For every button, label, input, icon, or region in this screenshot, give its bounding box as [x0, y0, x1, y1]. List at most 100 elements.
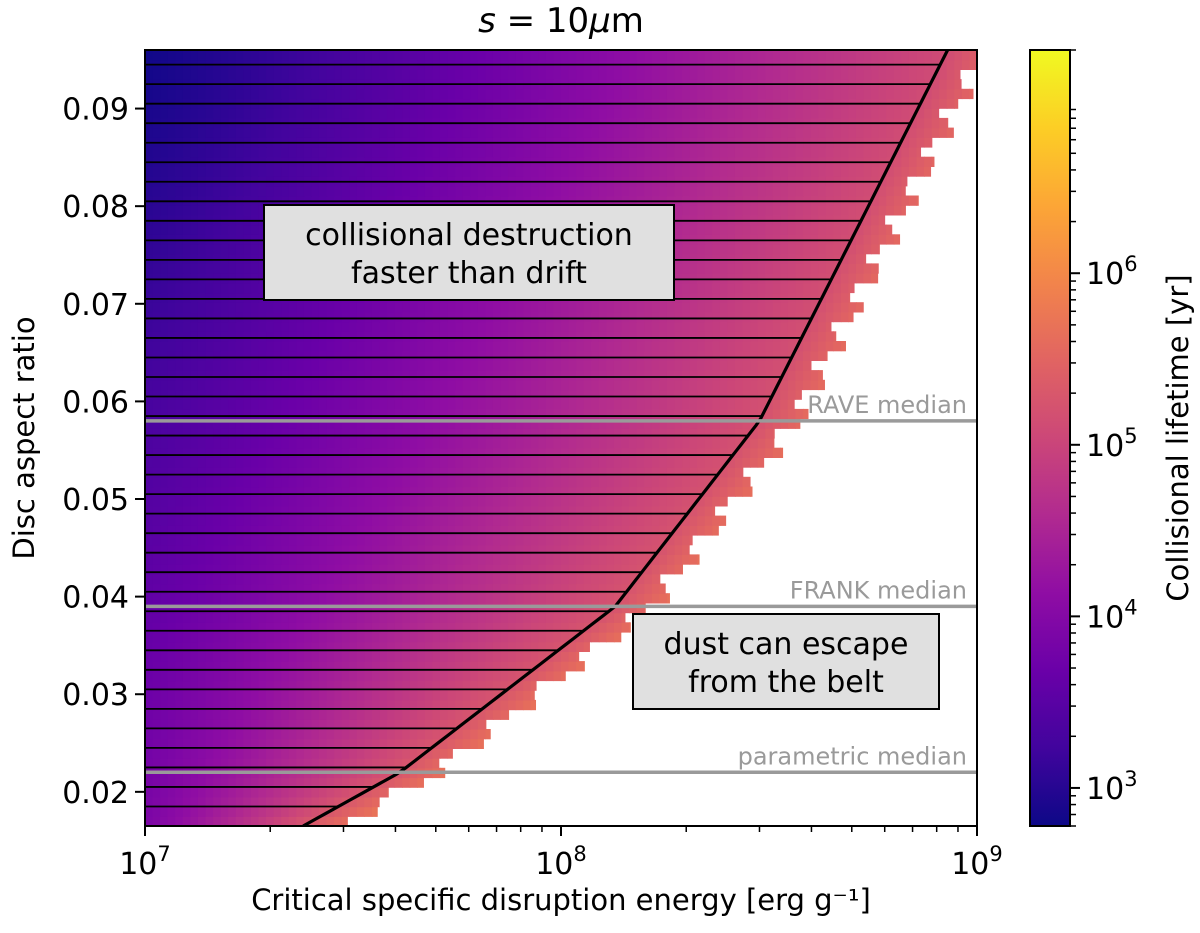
heatmap-cell — [402, 370, 411, 381]
heatmap-cell — [515, 573, 524, 585]
heatmap-cell — [682, 476, 691, 488]
heatmap-cell — [175, 525, 184, 536]
heatmap-cell — [379, 341, 388, 352]
heatmap-cell — [462, 321, 471, 332]
heatmap-cell — [160, 341, 169, 352]
heatmap-cell — [772, 341, 781, 352]
heatmap-cell — [311, 486, 320, 497]
heatmap-cell — [409, 661, 418, 672]
heatmap-cell — [152, 583, 161, 594]
heatmap-cell — [409, 467, 418, 478]
heatmap-cell — [243, 282, 252, 294]
heatmap-cell — [213, 428, 222, 439]
heatmap-cell — [182, 651, 191, 662]
heatmap-cell — [500, 583, 509, 594]
heatmap-cell — [893, 205, 902, 216]
heatmap-cell — [235, 699, 244, 711]
heatmap-cell — [266, 583, 275, 594]
heatmap-cell — [606, 467, 615, 478]
heatmap-cell — [371, 496, 381, 507]
heatmap-cell — [757, 331, 766, 342]
heatmap-cell — [197, 758, 207, 769]
heatmap-cell — [462, 166, 471, 177]
heatmap-cell — [545, 447, 555, 458]
heatmap-cell — [356, 573, 365, 585]
heatmap-cell — [235, 806, 244, 817]
heatmap-cell — [674, 535, 683, 546]
heatmap-cell — [508, 311, 517, 323]
heatmap-cell — [341, 457, 350, 468]
heatmap-cell — [863, 234, 872, 245]
heatmap-cell — [613, 408, 623, 420]
heatmap-cell — [258, 224, 267, 235]
heatmap-cell — [273, 535, 282, 546]
heatmap-cell — [288, 166, 297, 177]
heatmap-cell — [296, 370, 305, 381]
heatmap-cell — [273, 418, 282, 429]
heatmap-cell — [712, 321, 721, 332]
heatmap-cell — [175, 350, 184, 361]
heatmap-cell — [318, 787, 328, 798]
heatmap-cell — [439, 447, 449, 458]
heatmap-cell — [220, 729, 229, 740]
heatmap-cell — [591, 612, 600, 623]
heatmap-cell — [455, 166, 464, 177]
heatmap-cell — [326, 816, 335, 826]
heatmap-cell — [477, 670, 486, 682]
heatmap-cell — [387, 389, 396, 400]
heatmap-cell — [303, 622, 312, 633]
heatmap-cell — [818, 311, 827, 323]
heatmap-cell — [182, 641, 191, 652]
heatmap-cell — [439, 612, 449, 623]
heatmap-cell — [636, 515, 645, 526]
heatmap-cell — [288, 651, 297, 662]
heatmap-cell — [455, 370, 464, 381]
heatmap-cell — [402, 632, 411, 643]
heatmap-cell — [432, 622, 441, 633]
heatmap-cell — [477, 496, 486, 507]
heatmap-cell — [197, 719, 207, 730]
heatmap-cell — [402, 748, 411, 759]
heatmap-cell — [492, 476, 502, 488]
heatmap-cell — [167, 738, 176, 749]
heatmap-cell — [402, 476, 411, 488]
heatmap-cell — [636, 564, 645, 575]
heatmap-cell — [341, 787, 350, 798]
heatmap-cell — [417, 699, 426, 711]
heatmap-cell — [175, 583, 184, 594]
heatmap-cell — [364, 651, 373, 662]
heatmap-cell — [356, 583, 365, 594]
heatmap-cell — [379, 748, 388, 759]
heatmap-cell — [303, 612, 312, 623]
heatmap-cell — [190, 467, 199, 478]
heatmap-cell — [750, 350, 759, 361]
heatmap-cell — [190, 370, 199, 381]
heatmap-cell — [296, 632, 305, 643]
heatmap-cell — [190, 282, 199, 294]
heatmap-cell — [734, 457, 744, 468]
heatmap-cell — [349, 486, 358, 497]
heatmap-cell — [462, 370, 471, 381]
heatmap-cell — [394, 321, 403, 332]
heatmap-cell — [364, 709, 373, 720]
heatmap-cell — [266, 408, 275, 420]
chart-title: s = 10μm — [478, 1, 644, 41]
heatmap-cell — [334, 379, 343, 391]
heatmap-cell — [613, 428, 623, 439]
heatmap-cell — [439, 680, 449, 691]
heatmap-cell — [311, 331, 320, 342]
heatmap-cell — [470, 690, 479, 701]
heatmap-cell — [508, 641, 517, 652]
heatmap-cell — [288, 632, 297, 643]
heatmap-cell — [250, 505, 260, 517]
heatmap-cell — [432, 612, 441, 623]
heatmap-cell — [545, 438, 555, 449]
heatmap-cell — [530, 389, 539, 400]
heatmap-cell — [288, 525, 297, 536]
heatmap-cell — [462, 544, 471, 555]
heatmap-cell — [167, 690, 176, 701]
heatmap-cell — [235, 263, 244, 274]
heatmap-cell — [379, 535, 388, 546]
heatmap-cell — [318, 632, 328, 643]
heatmap-cell — [477, 331, 486, 342]
